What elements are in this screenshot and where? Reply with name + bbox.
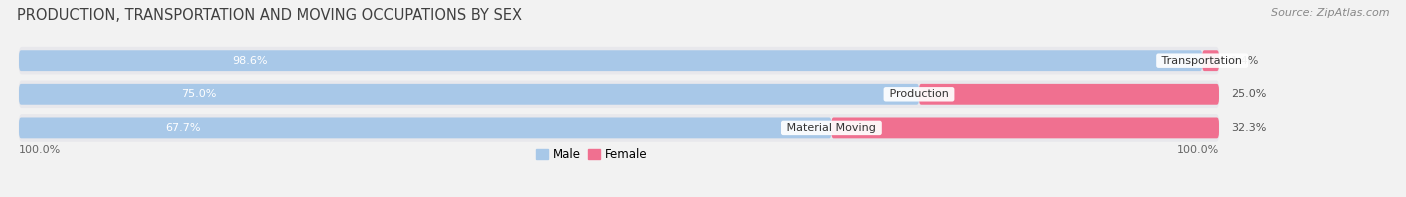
- Text: 75.0%: 75.0%: [181, 89, 217, 99]
- Text: 100.0%: 100.0%: [20, 145, 62, 155]
- FancyBboxPatch shape: [18, 81, 1219, 108]
- Text: 32.3%: 32.3%: [1232, 123, 1267, 133]
- FancyBboxPatch shape: [18, 114, 1219, 142]
- Legend: Male, Female: Male, Female: [531, 143, 652, 166]
- FancyBboxPatch shape: [20, 50, 1202, 71]
- Text: 67.7%: 67.7%: [166, 123, 201, 133]
- FancyBboxPatch shape: [20, 84, 920, 105]
- Text: Production: Production: [886, 89, 952, 99]
- Text: Material Moving: Material Moving: [783, 123, 880, 133]
- Text: Transportation: Transportation: [1159, 56, 1246, 66]
- FancyBboxPatch shape: [920, 84, 1219, 105]
- FancyBboxPatch shape: [18, 47, 1219, 74]
- FancyBboxPatch shape: [831, 117, 1219, 138]
- Text: 98.6%: 98.6%: [232, 56, 267, 66]
- Text: PRODUCTION, TRANSPORTATION AND MOVING OCCUPATIONS BY SEX: PRODUCTION, TRANSPORTATION AND MOVING OC…: [17, 8, 522, 23]
- FancyBboxPatch shape: [20, 117, 831, 138]
- Text: 25.0%: 25.0%: [1232, 89, 1267, 99]
- Text: 1.4%: 1.4%: [1232, 56, 1260, 66]
- FancyBboxPatch shape: [1202, 50, 1219, 71]
- Text: Source: ZipAtlas.com: Source: ZipAtlas.com: [1271, 8, 1389, 18]
- Text: 100.0%: 100.0%: [1177, 145, 1219, 155]
